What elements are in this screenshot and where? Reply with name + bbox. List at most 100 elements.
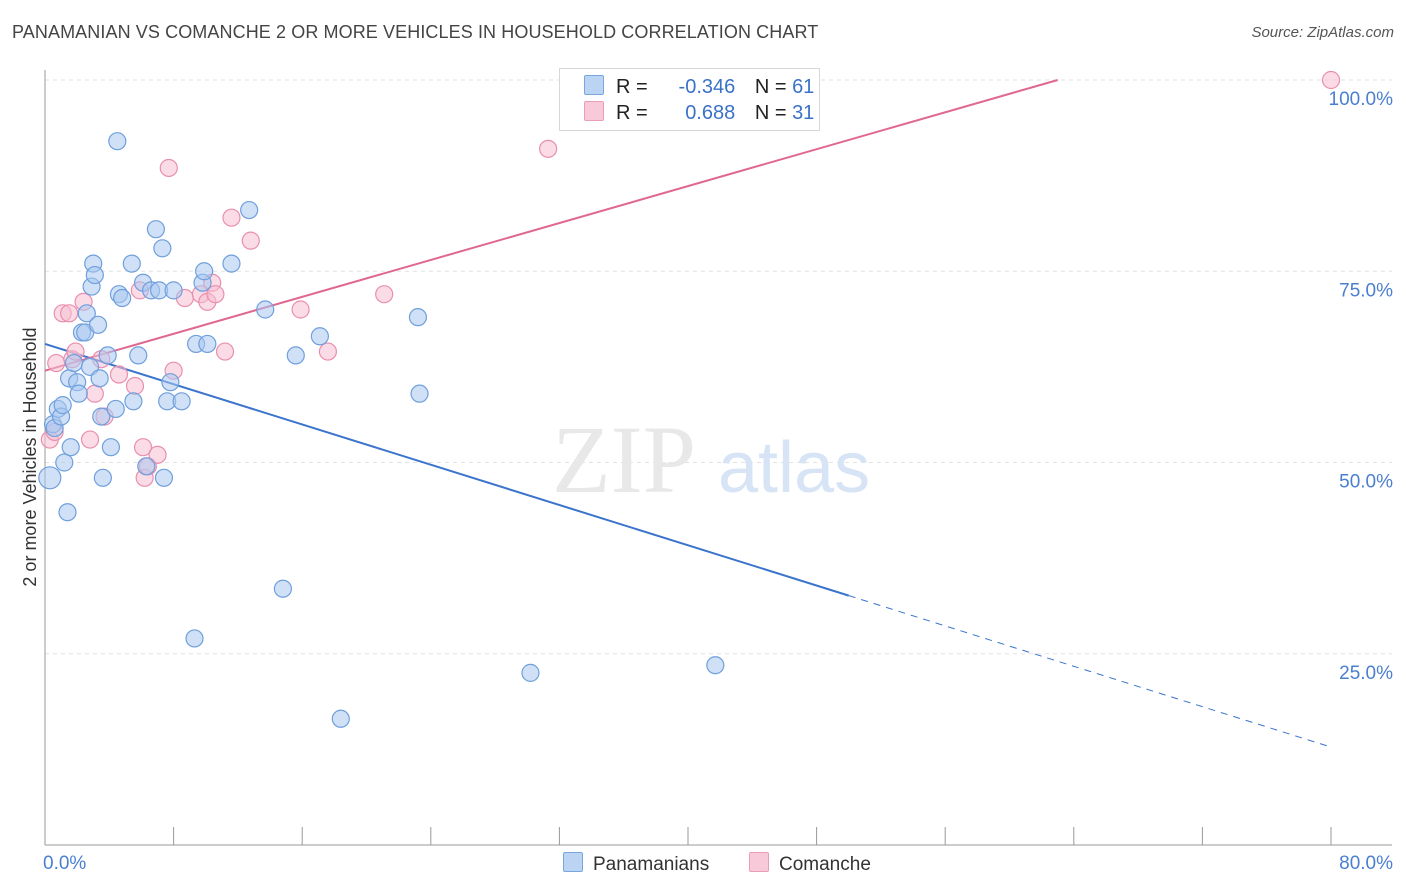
panamanian-point xyxy=(153,239,172,258)
comanche-point xyxy=(47,353,66,373)
bottom-legend-panamanians: Panamanians xyxy=(563,852,709,876)
panamanian-point xyxy=(101,438,121,457)
panamanian-point xyxy=(310,327,329,346)
panamanian-point xyxy=(256,300,275,319)
panamanian-point xyxy=(286,346,305,365)
panamanian-point xyxy=(85,265,104,285)
legend-row-comanche: R = 0.688 N = 31 xyxy=(584,101,814,127)
panamanian-point xyxy=(106,399,125,419)
panamanian-point xyxy=(195,262,214,281)
comanche-point xyxy=(125,376,145,396)
watermark-atlas: atlas xyxy=(718,428,870,508)
panamanian-point xyxy=(90,369,109,388)
legend-n-value-blue: 61 xyxy=(792,76,815,98)
panamanian-point xyxy=(185,629,204,648)
y-tick-label: 50.0% xyxy=(1339,472,1393,493)
panamanian-point xyxy=(122,254,141,273)
panamanian-trend-extension xyxy=(848,595,1332,748)
blue-swatch xyxy=(584,75,604,95)
panamanian-point xyxy=(55,453,74,472)
panamanian-points xyxy=(38,70,725,728)
panamanian-point xyxy=(172,392,191,411)
y-tick-label: 25.0% xyxy=(1339,663,1393,684)
axis-labels: 25.0% 50.0% 75.0% 100.0% 0.0% 80.0% xyxy=(43,89,1393,874)
comanche-point xyxy=(291,300,310,319)
panamanian-point xyxy=(408,308,428,327)
legend-row-panamanians: R = -0.346 N = 61 xyxy=(584,75,814,101)
trend-lines xyxy=(44,79,1332,748)
comanche-point xyxy=(109,365,129,384)
panamanian-point xyxy=(108,132,127,151)
panamanian-point xyxy=(161,373,180,392)
panamanian-point xyxy=(124,392,143,411)
legend-r-label: R = xyxy=(616,102,648,124)
comanche-point xyxy=(241,231,260,250)
comanche-point xyxy=(318,342,338,361)
panamanian-point xyxy=(93,468,112,487)
bottom-legend-label: Panamanians xyxy=(593,854,710,875)
legend-r-label: R = xyxy=(616,76,648,98)
panamanian-point xyxy=(77,304,96,323)
comanche-point xyxy=(159,158,178,178)
panamanian-point xyxy=(64,353,84,373)
bottom-legend-label: Comanche xyxy=(779,854,871,875)
axes xyxy=(44,70,1392,846)
panamanian-point xyxy=(129,346,148,365)
x-tick-label-max: 80.0% xyxy=(1339,853,1393,874)
panamanian-point xyxy=(53,396,72,415)
panamanian-point xyxy=(222,254,241,273)
panamanian-point xyxy=(240,200,259,220)
y-axis-label: 2 or more Vehicles in Household xyxy=(20,327,40,586)
y-tick-label: 75.0% xyxy=(1339,280,1393,301)
chart-title: PANAMANIAN VS COMANCHE 2 OR MORE VEHICLE… xyxy=(12,22,819,42)
legend-r-value-pink: 0.688 xyxy=(685,102,736,124)
x-tick-label-min: 0.0% xyxy=(43,853,86,874)
panamanian-point xyxy=(137,457,156,476)
source-credit: Source: ZipAtlas.com xyxy=(1251,24,1394,41)
panamanian-point xyxy=(521,663,540,682)
panamanian-point xyxy=(113,288,132,308)
comanche-point xyxy=(539,139,558,158)
comanche-point xyxy=(133,438,153,457)
panamanian-point xyxy=(146,220,166,239)
blue-swatch xyxy=(563,852,583,872)
panamanian-point xyxy=(88,315,108,334)
legend-n-value-pink: 31 xyxy=(792,102,815,124)
bottom-legend-comanche: Comanche xyxy=(749,852,871,876)
grid-lines xyxy=(45,79,1392,655)
legend-n-label: N = xyxy=(754,76,787,98)
legend-r-value-blue: -0.346 xyxy=(678,76,736,98)
panamanian-point xyxy=(198,334,217,354)
panamanian-point xyxy=(164,281,183,300)
comanche-point xyxy=(85,384,104,403)
panamanian-point xyxy=(69,384,88,403)
panamanian-point xyxy=(58,503,77,522)
pink-swatch xyxy=(749,852,769,872)
panamanian-point xyxy=(92,407,111,426)
panamanian-point xyxy=(331,709,350,728)
panamanian-point xyxy=(38,466,62,490)
comanche-point xyxy=(206,285,225,304)
watermark-zip: ZIP xyxy=(552,406,696,513)
comanche-point xyxy=(80,430,100,449)
comanche-point xyxy=(222,208,241,227)
panamanian-point xyxy=(706,656,725,675)
watermark: ZIP atlas xyxy=(552,406,870,513)
panamanian-trend-line xyxy=(44,342,850,597)
pink-swatch xyxy=(584,101,604,121)
comanche-point xyxy=(148,445,167,464)
comanche-point xyxy=(60,304,79,323)
panamanian-point xyxy=(61,438,80,457)
panamanian-point xyxy=(98,346,117,365)
panamanian-point xyxy=(273,579,293,598)
panamanian-point xyxy=(410,384,429,403)
comanche-point xyxy=(215,342,235,361)
comanche-trend-line xyxy=(44,79,1059,372)
panamanian-point xyxy=(154,468,174,487)
correlation-legend: R = -0.346 N = 61 R = 0.688 N = 31 xyxy=(559,68,820,131)
y-tick-label: 100.0% xyxy=(1329,89,1394,110)
legend-n-label: N = xyxy=(754,102,787,124)
comanche-point xyxy=(375,285,394,304)
comanche-point xyxy=(1321,70,1341,90)
